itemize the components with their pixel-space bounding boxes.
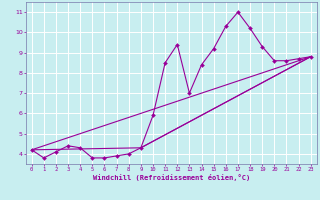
X-axis label: Windchill (Refroidissement éolien,°C): Windchill (Refroidissement éolien,°C) xyxy=(92,174,250,181)
